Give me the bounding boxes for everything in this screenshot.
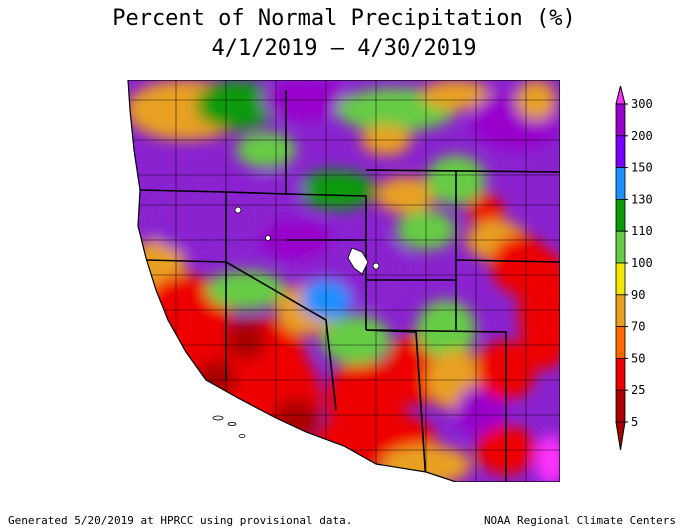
legend-label: 25 (631, 383, 645, 397)
legend-label: 100 (631, 256, 653, 270)
legend-label: 5 (631, 415, 638, 429)
legend-swatch (615, 294, 626, 328)
generated-note: Generated 5/20/2019 at HPRCC using provi… (8, 514, 353, 527)
legend-label: 70 (631, 320, 645, 334)
map-title: Percent of Normal Precipitation (%) (112, 6, 576, 31)
date-range: 4/1/2019 – 4/30/2019 (211, 36, 477, 61)
color-legend: 300 200 150 130 110 100 90 70 50 25 5 (612, 84, 672, 454)
legend-swatch (615, 326, 626, 359)
legend-swatch (615, 135, 626, 168)
legend-swatch (615, 262, 626, 296)
legend-swatch (615, 167, 626, 200)
legend-swatch (615, 199, 626, 232)
legend-swatch (615, 230, 626, 264)
legend-label: 150 (631, 161, 653, 175)
legend-arrow-top (615, 85, 626, 105)
precip-field (128, 80, 560, 482)
source-credit: NOAA Regional Climate Centers (483, 514, 676, 527)
precipitation-map (126, 79, 561, 483)
legend-swatch (615, 389, 626, 423)
legend-swatch (615, 103, 626, 137)
legend-label: 300 (631, 97, 653, 111)
legend-label: 90 (631, 288, 645, 302)
legend-label: 110 (631, 224, 653, 238)
legend-arrow-bottom (615, 421, 626, 451)
legend-label: 50 (631, 351, 645, 365)
legend-label: 200 (631, 129, 653, 143)
legend-label: 130 (631, 192, 653, 206)
legend-swatch (615, 357, 626, 391)
